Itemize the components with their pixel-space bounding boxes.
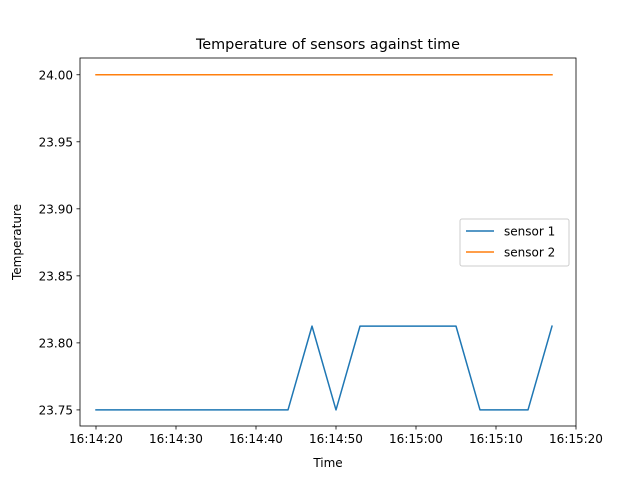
legend-label-2: sensor 2 <box>504 246 555 260</box>
x-axis-label: Time <box>312 456 342 470</box>
x-axis-ticks: 16:14:20 16:14:30 16:14:40 16:14:50 16:15:00… <box>69 426 603 446</box>
y-tick-label: 23.85 <box>39 269 73 283</box>
y-axis-ticks: 23.75 23.80 23.85 23.90 23.95 24.00 <box>39 68 80 417</box>
y-tick-label: 23.95 <box>39 135 73 149</box>
plot-area <box>95 74 553 411</box>
x-tick-label: 16:14:40 <box>229 432 283 446</box>
x-tick-label: 16:15:10 <box>469 432 523 446</box>
legend-label-1: sensor 1 <box>504 225 555 239</box>
axes-frame <box>79 57 577 427</box>
chart-title: Temperature of sensors against time <box>195 37 460 53</box>
y-tick-label: 23.90 <box>39 202 73 216</box>
x-tick-label: 16:15:20 <box>549 432 603 446</box>
y-tick-label: 23.80 <box>39 336 73 350</box>
y-tick-label: 23.75 <box>39 403 73 417</box>
y-tick-label: 24.00 <box>39 68 73 82</box>
x-tick-label: 16:14:30 <box>149 432 203 446</box>
legend: sensor 1 sensor 2 <box>459 218 570 267</box>
x-tick-label: 16:14:20 <box>69 432 123 446</box>
y-axis-label: Temperature <box>10 204 24 281</box>
series-line-1 <box>95 325 553 411</box>
x-tick-label: 16:14:50 <box>309 432 363 446</box>
x-tick-label: 16:15:00 <box>389 432 443 446</box>
